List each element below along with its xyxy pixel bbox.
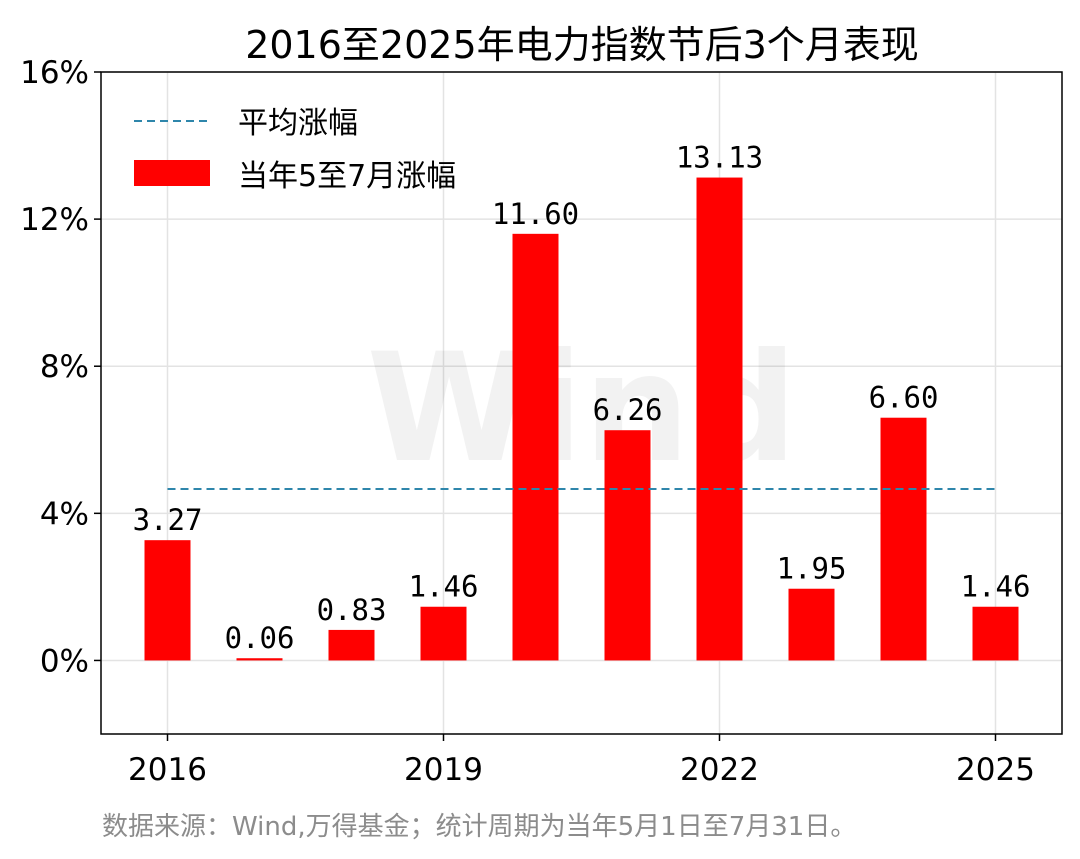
plot-frame xyxy=(100,71,1063,735)
bar-2022 xyxy=(696,177,743,661)
x-axis: 2016 2019 2022 2025 xyxy=(128,734,1035,788)
bar-2017 xyxy=(236,658,283,661)
bar-2025 xyxy=(972,606,1019,661)
data-label-2024: 6.60 xyxy=(869,381,939,415)
y-axis: 0% 4% 8% 12% 16% xyxy=(20,55,101,679)
bar-2024 xyxy=(880,417,927,661)
data-label-2019: 1.46 xyxy=(409,570,479,604)
bar-2018 xyxy=(328,629,375,661)
legend-swatch-bar xyxy=(134,160,210,186)
data-label-2021: 6.26 xyxy=(593,393,663,427)
y-tick-label-1: 4% xyxy=(40,496,89,532)
legend-label-bar: 当年5至7月涨幅 xyxy=(238,159,456,194)
x-tick-label-0: 2016 xyxy=(128,752,207,788)
legend: 平均涨幅 当年5至7月涨幅 xyxy=(134,106,456,194)
bar-2023 xyxy=(788,588,835,661)
y-tick-label-0: 0% xyxy=(40,643,89,679)
data-labels: 3.27 0.06 0.83 1.46 11.60 6.26 13.13 1.95 6.60 1.… xyxy=(133,141,1031,656)
x-tick-label-2: 2022 xyxy=(680,752,759,788)
data-label-2022: 13.13 xyxy=(676,141,763,175)
data-label-2017: 0.06 xyxy=(225,621,295,655)
data-label-2016: 3.27 xyxy=(133,503,203,537)
y-tick-label-4: 16% xyxy=(20,55,89,91)
data-label-2025: 1.46 xyxy=(961,570,1031,604)
x-tick-label-1: 2019 xyxy=(404,752,483,788)
bar-2019 xyxy=(420,606,467,661)
legend-label-average: 平均涨幅 xyxy=(238,106,358,141)
bar-2020 xyxy=(512,233,559,661)
data-label-2023: 1.95 xyxy=(777,552,847,586)
bar-2021 xyxy=(604,430,651,661)
data-label-2020: 11.60 xyxy=(492,197,579,231)
y-tick-label-3: 12% xyxy=(20,202,89,238)
y-tick-label-2: 8% xyxy=(40,349,89,385)
bar-2016 xyxy=(144,540,191,661)
x-tick-label-3: 2025 xyxy=(956,752,1035,788)
source-note: 数据来源：Wind,万得基金；统计周期为当年5月1日至7月31日。 xyxy=(102,812,856,842)
bars xyxy=(144,177,1019,661)
data-label-2018: 0.83 xyxy=(317,593,387,627)
chart-title: 2016至2025年电力指数节后3个月表现 xyxy=(245,23,919,67)
